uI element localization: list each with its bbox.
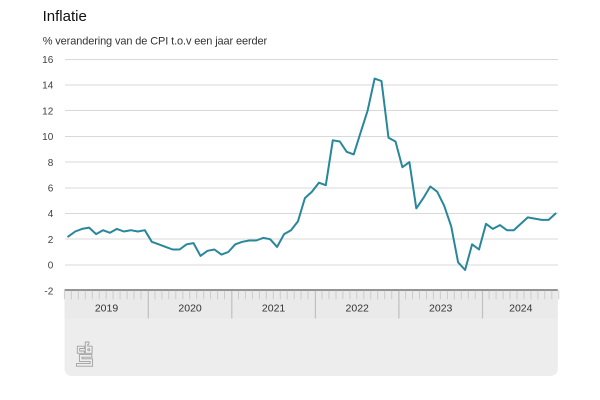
svg-text:2024: 2024 (509, 303, 533, 315)
svg-text:% verandering van de CPI t.o.v: % verandering van de CPI t.o.v een jaar … (43, 35, 268, 47)
svg-text:10: 10 (42, 132, 54, 143)
svg-text:12: 12 (42, 106, 54, 117)
svg-text:-2: -2 (44, 286, 53, 297)
svg-text:6: 6 (48, 184, 54, 195)
svg-text:16: 16 (42, 55, 54, 66)
svg-text:14: 14 (42, 81, 54, 92)
svg-text:2: 2 (48, 235, 54, 246)
svg-text:2021: 2021 (262, 303, 286, 315)
svg-text:2022: 2022 (346, 303, 370, 315)
svg-text:2023: 2023 (429, 303, 453, 315)
svg-text:8: 8 (48, 158, 54, 169)
svg-text:2019: 2019 (95, 303, 119, 315)
svg-text:4: 4 (48, 209, 54, 220)
svg-text:0: 0 (48, 261, 54, 272)
svg-text:Inflatie: Inflatie (43, 8, 87, 25)
svg-text:2020: 2020 (178, 303, 202, 315)
